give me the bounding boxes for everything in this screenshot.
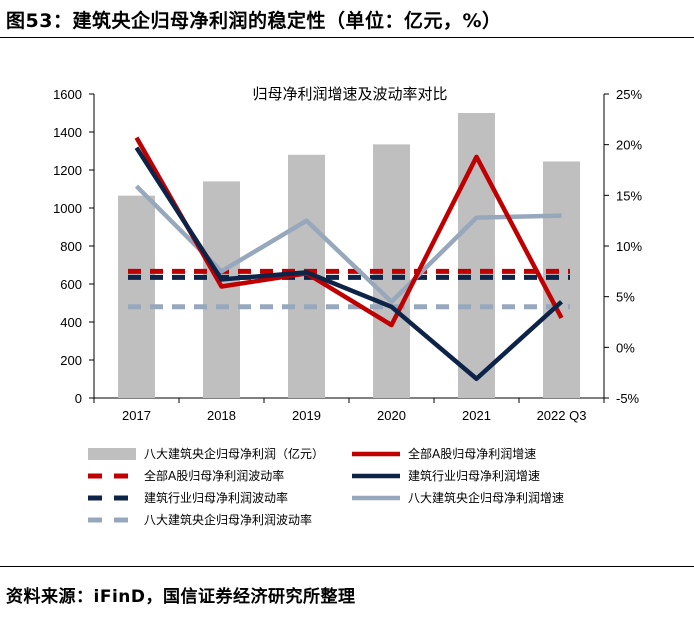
legend-label: 八大建筑央企归母净利润波动率 <box>144 512 312 527</box>
right-tick-label: 15% <box>616 188 642 203</box>
x-tick-label: 2017 <box>122 408 151 423</box>
x-tick-label: 2020 <box>377 408 406 423</box>
legend-label: 建筑行业归母净利润增速 <box>408 468 540 483</box>
x-tick-label: 2022 Q3 <box>537 408 587 423</box>
line-series <box>128 136 570 381</box>
legend-swatch-bar <box>88 448 136 460</box>
x-tick-label: 2021 <box>462 408 491 423</box>
series-line <box>134 146 564 381</box>
legend-label: 八大建筑央企归母净利润增速 <box>408 490 564 505</box>
bar <box>203 181 240 398</box>
series-line <box>134 136 564 328</box>
right-tick-label: 0% <box>616 340 635 355</box>
left-tick-label: 1000 <box>53 201 82 216</box>
left-tick-label: 800 <box>60 239 82 254</box>
right-tick-label: 25% <box>616 87 642 102</box>
source-note: 资料来源：iFinD，国信证券经济研究所整理 <box>6 587 356 607</box>
chart-title: 归母净利润增速及波动率对比 <box>252 85 447 103</box>
left-tick-label: 1200 <box>53 163 82 178</box>
right-tick-label: -5% <box>616 391 640 406</box>
x-tick-label: 2018 <box>207 408 236 423</box>
axes <box>89 93 609 403</box>
legend-label: 八大建筑央企归母净利润（亿元） <box>144 446 324 461</box>
left-tick-label: 1400 <box>53 125 82 140</box>
left-tick-label: 600 <box>60 277 82 292</box>
legend-label: 全部A股归母净利润波动率 <box>144 468 284 483</box>
bar-series <box>118 113 580 398</box>
left-tick-label: 200 <box>60 353 82 368</box>
bar <box>118 195 155 398</box>
right-tick-label: 5% <box>616 290 635 305</box>
x-tick-label: 2019 <box>292 408 321 423</box>
tick-labels: 0 200 400 600 800 1000 1200 1400 1600 -5% 0% 5% 10% 1… <box>53 87 642 423</box>
bottom-rule <box>0 566 694 567</box>
right-tick-label: 20% <box>616 138 642 153</box>
legend-label: 全部A股归母净利润增速 <box>408 446 536 461</box>
left-tick-label: 1600 <box>53 87 82 102</box>
left-tick-label: 400 <box>60 315 82 330</box>
left-tick-label: 0 <box>75 391 82 406</box>
right-tick-label: 10% <box>616 239 642 254</box>
legend-label: 建筑行业归母净利润波动率 <box>144 490 288 505</box>
top-rule <box>0 37 694 38</box>
figure-title: 图53：建筑央企归母净利润的稳定性（单位：亿元，%） <box>6 10 502 32</box>
